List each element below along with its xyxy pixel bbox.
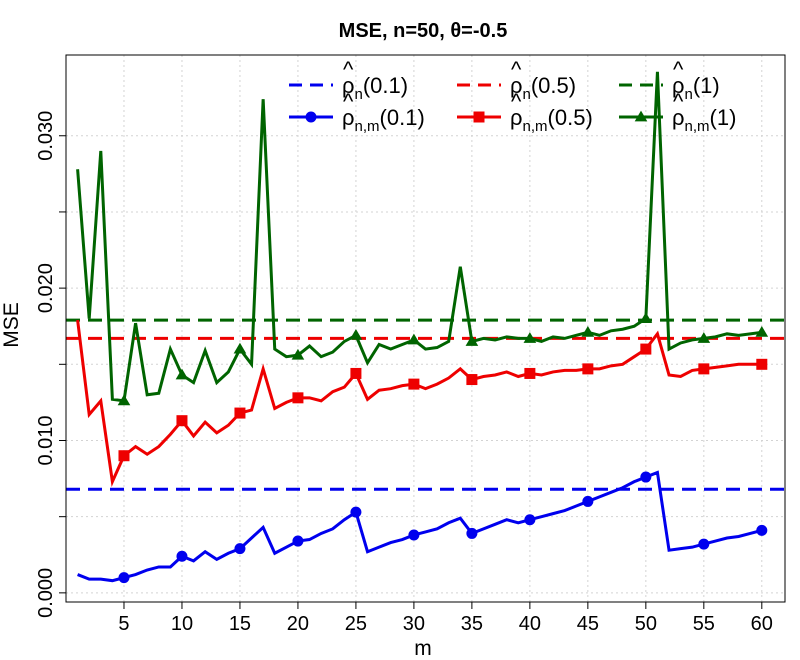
data-point-4-60: [756, 358, 768, 370]
data-point-4-20: [292, 392, 304, 404]
y-axis-label: MSE: [0, 302, 23, 348]
data-point-3-45: [582, 495, 594, 507]
data-point-3-60: [756, 524, 768, 536]
data-point-5-60: [755, 325, 769, 337]
legend-label-2: ρn(1): [672, 73, 720, 103]
data-point-3-5: [118, 572, 130, 584]
data-point-4-15: [234, 407, 246, 419]
x-tick-label-20: 20: [287, 613, 309, 635]
x-axis-label: m: [414, 637, 432, 660]
data-point-4-30: [408, 378, 420, 390]
y-tick-label-2: 0.020: [35, 263, 57, 313]
data-point-3-25: [350, 506, 362, 518]
data-point-4-5: [118, 450, 130, 462]
data-point-3-30: [408, 529, 420, 541]
x-tick-label-30: 30: [403, 613, 425, 635]
legend-label-5: ρn,m(1): [672, 105, 736, 135]
x-tick-label-10: 10: [171, 613, 193, 635]
data-point-4-25: [350, 367, 362, 379]
reference-lines: [66, 318, 785, 491]
data-point-5-25: [349, 329, 363, 340]
data-point-5-5: [117, 394, 131, 406]
legend-marker-3: [305, 111, 317, 123]
legend-entry-4: ^ρn,m(0.5): [457, 89, 593, 135]
data-point-5-45: [581, 325, 595, 337]
x-tick-label-60: 60: [751, 613, 773, 635]
x-tick-label-5: 5: [118, 613, 129, 635]
legend-label-1: ρn(0.5): [510, 73, 576, 103]
data-point-3-15: [234, 543, 246, 555]
legend-marker-4: [473, 111, 485, 123]
data-point-5-20: [291, 348, 305, 360]
data-point-3-50: [640, 471, 652, 483]
data-point-3-40: [524, 514, 536, 526]
legend-entry-3: ^ρn,m(0.1): [289, 89, 425, 135]
data-point-4-55: [698, 363, 710, 375]
legend-hat-3: ^: [343, 89, 354, 114]
data-point-3-10: [176, 550, 188, 562]
data-point-5-55: [697, 332, 711, 343]
x-tick-label-15: 15: [229, 613, 251, 635]
series-line-5: [76, 71, 763, 403]
x-tick-label-45: 45: [577, 613, 599, 635]
x-tick-label-50: 50: [635, 613, 657, 635]
legend-entry-2: ^ρn(1): [619, 57, 720, 103]
legend-entry-1: ^ρn(0.5): [457, 57, 576, 103]
x-tick-label-35: 35: [461, 613, 483, 635]
chart-title: MSE, n=50, θ=-0.5: [339, 20, 508, 42]
y-tick-label-1: 0.010: [35, 415, 57, 465]
data-point-3-35: [466, 527, 478, 539]
legend-entry-5: ^ρn,m(1): [619, 89, 736, 135]
data-point-5-10: [175, 368, 189, 380]
data-point-4-50: [640, 343, 652, 355]
x-tick-label-55: 55: [693, 613, 715, 635]
plot-frame: [65, 54, 786, 603]
series-markers: [117, 312, 769, 584]
legend-label-0: ρn(0.1): [342, 73, 408, 103]
data-point-4-10: [176, 415, 188, 427]
data-point-3-55: [698, 538, 710, 550]
series-lines: [76, 71, 763, 583]
legend-label-3: ρn,m(0.1): [342, 105, 425, 135]
grid-lines: [66, 55, 785, 602]
y-axis: 0.000 0.010 0.020 0.030: [35, 111, 66, 618]
data-point-5-30: [407, 333, 421, 345]
y-tick-label-0: 0.000: [35, 568, 57, 618]
legend-label-4: ρn,m(0.5): [510, 105, 593, 135]
legend-hat-1: ^: [511, 57, 522, 82]
legend: ^ρn(0.1)^ρn(0.5)^ρn(1)^ρn,m(0.1)^ρn,m(0.…: [289, 57, 736, 135]
data-point-4-45: [582, 363, 594, 375]
legend-marker-5: [634, 110, 648, 122]
data-point-5-15: [233, 342, 247, 354]
data-point-5-40: [523, 332, 537, 343]
x-tick-label-25: 25: [345, 613, 367, 635]
legend-hat-5: ^: [673, 89, 684, 114]
data-point-4-40: [524, 367, 536, 379]
data-point-5-50: [639, 312, 653, 324]
legend-hat-0: ^: [343, 57, 354, 82]
x-tick-label-40: 40: [519, 613, 541, 635]
x-axis: 5 10 15 20 25 30 35 40 45 50 55 60: [118, 602, 773, 635]
legend-hat-4: ^: [511, 89, 522, 114]
legend-hat-2: ^: [673, 57, 684, 82]
data-point-5-35: [465, 335, 479, 346]
y-tick-label-3: 0.030: [35, 111, 57, 161]
legend-entry-0: ^ρn(0.1): [289, 57, 408, 103]
data-point-4-35: [466, 374, 478, 386]
data-point-3-20: [292, 535, 304, 547]
